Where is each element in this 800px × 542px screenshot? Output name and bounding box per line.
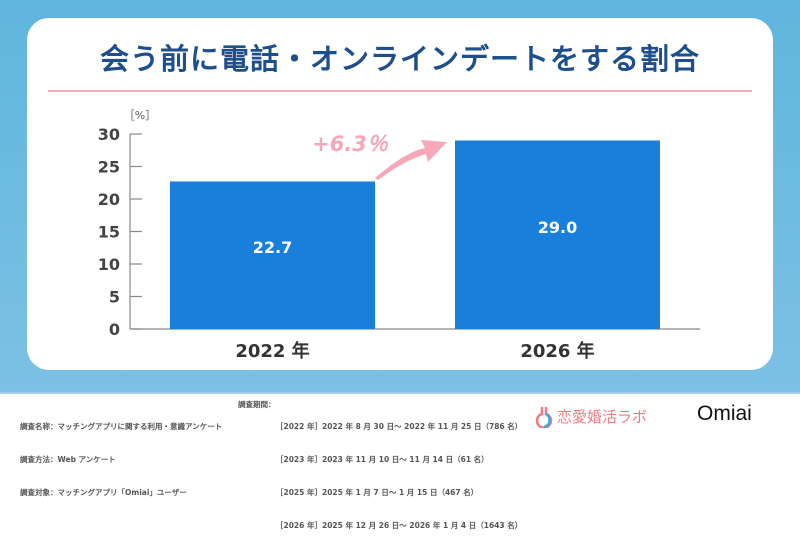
omiai-logo: Omiai <box>697 402 752 425</box>
period-2022: ［2022 年］2022 年 8 月 30 日～ 2022 年 11 月 25 … <box>276 422 523 431</box>
increase-arrow <box>375 140 447 180</box>
y-tick-label: 0 <box>109 320 120 339</box>
increase-annotation: +6.3％ <box>312 132 389 156</box>
survey-target: 調査対象：マッチングアプリ「Omiai」ユーザー <box>20 488 187 497</box>
title-divider <box>48 90 752 92</box>
period-label: 調査期間： <box>238 400 276 409</box>
x-tick-label: 2026 年 <box>520 340 594 362</box>
bar-1 <box>455 140 660 329</box>
y-tick-label: 5 <box>109 288 120 307</box>
flask-icon <box>535 407 553 428</box>
period-2025: ［2025 年］2025 年 1 月 7 日～ 1 月 15 日（467 名） <box>276 488 479 497</box>
survey-info: 調査名称：マッチングアプリに関する利用・意識アンケート 調査方法：Web アンケ… <box>20 399 222 509</box>
footer <box>0 392 800 450</box>
chart-title: 会う前に電話・オンラインデートをする割合 <box>99 42 700 76</box>
survey-periods: ［2022 年］2022 年 8 月 30 日～ 2022 年 11 月 25 … <box>276 399 522 542</box>
bar-chart: ［%］ 0 5 10 15 20 25 30 22.7 2022 年 29.0 2026 年 +6.3％ <box>98 109 700 362</box>
y-axis-unit: ［%］ <box>124 109 156 122</box>
y-tick-label: 15 <box>98 223 120 242</box>
bar-value-label: 29.0 <box>538 218 577 237</box>
x-tick-label: 2022 年 <box>235 340 309 362</box>
period-2026: ［2026 年］2025 年 12 月 26 日～ 2026 年 1 月 4 日… <box>276 521 523 530</box>
y-tick-label: 10 <box>98 255 120 274</box>
survey-name: 調査名称：マッチングアプリに関する利用・意識アンケート <box>20 422 223 431</box>
y-tick-label: 30 <box>98 125 120 144</box>
renai-konkatsu-lab-logo: 恋愛婚活ラボ <box>535 404 647 428</box>
y-tick-label: 25 <box>98 158 120 177</box>
bar-0 <box>170 181 375 329</box>
survey-method: 調査方法：Web アンケート <box>20 455 116 464</box>
period-2023: ［2023 年］2023 年 11 月 10 日～ 11 月 14 日（61 名… <box>276 455 489 464</box>
bar-value-label: 22.7 <box>253 238 292 257</box>
y-tick-label: 20 <box>98 190 120 209</box>
